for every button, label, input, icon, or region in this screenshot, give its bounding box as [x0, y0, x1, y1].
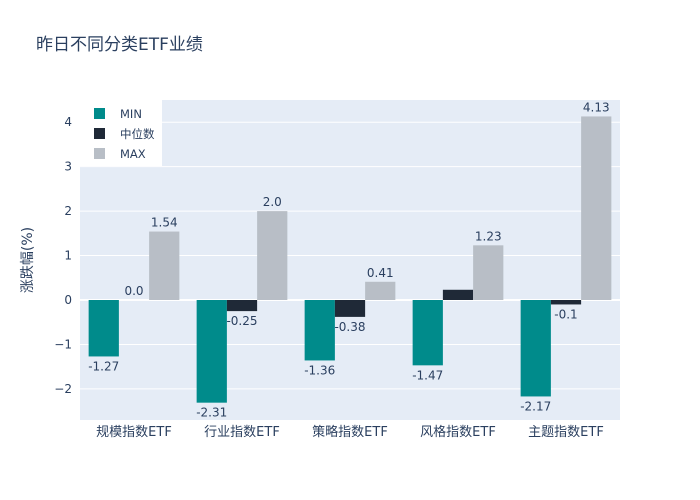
y-tick-label: −2	[54, 382, 72, 396]
data-label: -2.31	[196, 406, 227, 420]
data-label: 4.13	[583, 100, 610, 114]
x-tick-label: 策略指数ETF	[312, 424, 388, 440]
data-label: -2.17	[520, 399, 551, 413]
legend: MIN 中位数 MAX	[80, 100, 162, 166]
bars	[88, 116, 612, 403]
data-label: -1.47	[412, 368, 443, 382]
x-tick-label: 行业指数ETF	[204, 425, 280, 440]
y-tick-label: −1	[54, 337, 72, 351]
y-tick-label: 1	[64, 249, 72, 263]
bar	[196, 300, 227, 403]
data-label: 0.0	[124, 284, 143, 298]
data-label: 2.0	[263, 195, 282, 209]
data-label: -0.38	[334, 320, 365, 334]
y-tick-label: 4	[64, 115, 72, 129]
axes: −2 −1 0 1 2 3 4 规模指数ETF 行业指数ETF 策略指数ETF 风格指数ETF 主题指…	[54, 115, 604, 440]
data-label: -0.25	[226, 314, 257, 328]
bar	[442, 289, 474, 300]
legend-swatch	[94, 108, 105, 119]
bar	[226, 300, 258, 312]
data-label: 0.41	[367, 266, 394, 280]
bar	[334, 300, 366, 317]
data-label: 1.23	[475, 229, 502, 243]
x-tick-label: 风格指数ETF	[420, 424, 496, 440]
legend-swatch	[94, 148, 105, 159]
legend-label: MAX	[120, 147, 146, 161]
y-tick-label: 2	[64, 204, 72, 218]
bar	[412, 300, 443, 366]
legend-label: 中位数	[120, 127, 155, 141]
bar	[88, 300, 119, 357]
bar	[550, 300, 582, 305]
data-label: -1.27	[88, 359, 119, 373]
x-tick-label: 主题指数ETF	[528, 425, 604, 440]
legend-label: MIN	[120, 107, 142, 121]
bar	[257, 211, 288, 300]
legend-swatch	[94, 128, 105, 139]
x-tick-label: 规模指数ETF	[96, 425, 172, 440]
bar	[520, 300, 551, 397]
y-axis-label: 涨跌幅(%)	[20, 227, 36, 293]
bar	[304, 300, 335, 361]
bar	[149, 231, 180, 300]
data-label: 1.54	[151, 216, 178, 230]
bar	[581, 116, 612, 300]
y-tick-label: 0	[64, 293, 72, 307]
legend-box	[80, 100, 162, 166]
data-label: -1.36	[304, 363, 335, 377]
y-tick-label: 3	[64, 160, 72, 174]
chart-title: 昨日不同分类ETF业绩	[36, 35, 203, 55]
bar	[365, 281, 396, 300]
data-labels: -1.27 0.0 1.54 -2.31 -0.25 2.0 -1.36 -0.38 0.41 -…	[88, 100, 609, 419]
data-label: -0.1	[554, 307, 577, 321]
bar	[473, 245, 504, 300]
